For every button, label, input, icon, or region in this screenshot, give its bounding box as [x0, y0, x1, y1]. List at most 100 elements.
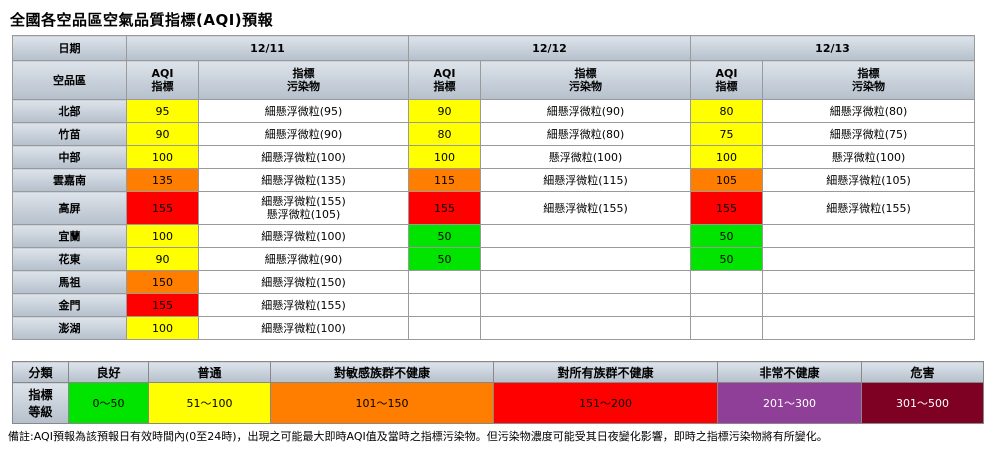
aqi-header-line: 指標: [151, 80, 174, 93]
pollutant-cell: [762, 293, 975, 317]
aqi-value: 90: [126, 122, 199, 146]
pollutant-text: 細懸浮微粒(90): [264, 127, 343, 141]
pollutant-cell: 細懸浮微粒(150): [198, 270, 409, 294]
pollutant-cell: [480, 247, 691, 271]
area-row: 北部 95 細懸浮微粒(95) 90 細懸浮微粒(90) 80 細懸浮微粒(80): [12, 99, 975, 123]
pollutant-column-header: 指標 污染物: [480, 60, 691, 100]
legend-level-name: 對敏感族群不健康: [270, 361, 494, 383]
pollutant-cell: 細懸浮微粒(90): [480, 99, 691, 123]
aqi-value: [690, 316, 763, 340]
area-row: 宜蘭 100 細懸浮微粒(100) 50 50: [12, 224, 975, 248]
header-sub-row: 空品區 AQI 指標 指標 污染物 AQI 指標 指標 污染物 AQI 指標 指標 污染物: [12, 60, 975, 100]
pollutant-cell: 細懸浮微粒(100): [198, 224, 409, 248]
area-name: 宜蘭: [12, 224, 127, 248]
aqi-column-header: AQI 指標: [126, 60, 199, 100]
pollutant-cell: 細懸浮微粒(100): [198, 145, 409, 169]
legend-index-line: 等級: [28, 405, 53, 419]
header-date-row: 日期 12/11 12/12 12/13: [12, 35, 975, 61]
aqi-value: 100: [690, 145, 763, 169]
pollutant-cell: 細懸浮微粒(80): [762, 99, 975, 123]
legend-level-name: 良好: [68, 361, 149, 383]
pollutant-header-line: 污染物: [852, 80, 885, 93]
area-name: 馬祖: [12, 270, 127, 294]
aqi-value: 100: [126, 145, 199, 169]
aqi-value: [408, 316, 481, 340]
aqi-column-header: AQI 指標: [408, 60, 481, 100]
area-name: 北部: [12, 99, 127, 123]
aqi-value: 150: [126, 270, 199, 294]
legend-level-range: 201～300: [717, 382, 862, 424]
pollutant-header-line: 指標: [292, 67, 315, 80]
pollutant-text: 懸浮微粒(100): [831, 150, 906, 164]
pollutant-cell: 懸浮微粒(100): [480, 145, 691, 169]
aqi-header-line: AQI: [715, 67, 738, 80]
area-row: 中部 100 細懸浮微粒(100) 100 懸浮微粒(100) 100 懸浮微粒(100): [12, 145, 975, 169]
pollutant-text: 細懸浮微粒(115): [543, 173, 628, 187]
legend-level-name: 非常不健康: [717, 361, 862, 383]
pollutant-text: 細懸浮微粒(90): [264, 252, 343, 266]
aqi-header-line: 指標: [715, 80, 738, 93]
pollutant-cell: 細懸浮微粒(75): [762, 122, 975, 146]
footnote: 備註:AQI預報為該預報日有效時間內(0至24時)，出現之可能最大即時AQI值及…: [8, 430, 828, 443]
pollutant-text: 細懸浮微粒(100): [261, 321, 346, 335]
pollutant-column-header: 指標 污染物: [198, 60, 409, 100]
aqi-value: 100: [408, 145, 481, 169]
aqi-value: 80: [408, 122, 481, 146]
legend-index-line: 指標: [28, 388, 53, 402]
aqi-value: [408, 293, 481, 317]
legend-category-row: 分類 良好 普通 對敏感族群不健康 對所有族群不健康 非常不健康 危害: [12, 361, 984, 383]
aqi-value: 155: [126, 293, 199, 317]
area-name: 澎湖: [12, 316, 127, 340]
area-row: 花東 90 細懸浮微粒(90) 50 50: [12, 247, 975, 271]
aqi-value: 50: [690, 247, 763, 271]
aqi-value: [690, 293, 763, 317]
pollutant-cell: 細懸浮微粒(95): [198, 99, 409, 123]
aqi-header-line: 指標: [433, 80, 456, 93]
aqi-value: 155: [126, 191, 199, 225]
aqi-value: 95: [126, 99, 199, 123]
pollutant-cell: [762, 270, 975, 294]
pollutant-text: 細懸浮微粒(155): [261, 195, 346, 208]
area-name: 中部: [12, 145, 127, 169]
area-name: 雲嘉南: [12, 168, 127, 192]
pollutant-text: 細懸浮微粒(80): [546, 127, 625, 141]
pollutant-text: 懸浮微粒(105): [266, 208, 341, 221]
pollutant-text: 細懸浮微粒(155): [826, 201, 911, 215]
date-column-header: 12/13: [690, 35, 975, 61]
pollutant-cell: [480, 224, 691, 248]
area-name: 高屏: [12, 191, 127, 225]
area-row: 金門 155 細懸浮微粒(155): [12, 293, 975, 317]
pollutant-cell: 細懸浮微粒(155): [198, 293, 409, 317]
aqi-value: 100: [126, 224, 199, 248]
pollutant-cell: 懸浮微粒(100): [762, 145, 975, 169]
legend-level-range: 51～100: [148, 382, 271, 424]
pollutant-cell: 細懸浮微粒(80): [480, 122, 691, 146]
pollutant-cell: 細懸浮微粒(155): [480, 191, 691, 225]
pollutant-cell: [762, 247, 975, 271]
aqi-value: 155: [690, 191, 763, 225]
area-header: 空品區: [12, 60, 127, 100]
aqi-forecast-table: 日期 12/11 12/12 12/13 空品區 AQI 指標 指標 污染物 AQI 指標 指標 污染物…: [12, 35, 975, 340]
area-name: 金門: [12, 293, 127, 317]
legend-level-range: 0～50: [68, 382, 149, 424]
pollutant-cell: [480, 270, 691, 294]
pollutant-text: 細懸浮微粒(100): [261, 150, 346, 164]
aqi-value: 90: [126, 247, 199, 271]
pollutant-text: 細懸浮微粒(150): [261, 275, 346, 289]
pollutant-text: 細懸浮微粒(105): [826, 173, 911, 187]
legend-level-range: 151～200: [493, 382, 718, 424]
pollutant-text: 細懸浮微粒(135): [261, 173, 346, 187]
legend-level-name: 危害: [861, 361, 984, 383]
legend-index-header: 指標 等級: [12, 382, 69, 424]
pollutant-cell: 細懸浮微粒(135): [198, 168, 409, 192]
pollutant-cell: 細懸浮微粒(155): [762, 191, 975, 225]
pollutant-cell: 細懸浮微粒(100): [198, 316, 409, 340]
aqi-header-line: AQI: [433, 67, 456, 80]
pollutant-text: 細懸浮微粒(75): [829, 127, 908, 141]
aqi-value: 50: [408, 247, 481, 271]
legend-level-name: 對所有族群不健康: [493, 361, 718, 383]
pollutant-text: 細懸浮微粒(80): [829, 104, 908, 118]
aqi-value: 75: [690, 122, 763, 146]
date-column-header: 12/12: [408, 35, 691, 61]
aqi-value: 135: [126, 168, 199, 192]
